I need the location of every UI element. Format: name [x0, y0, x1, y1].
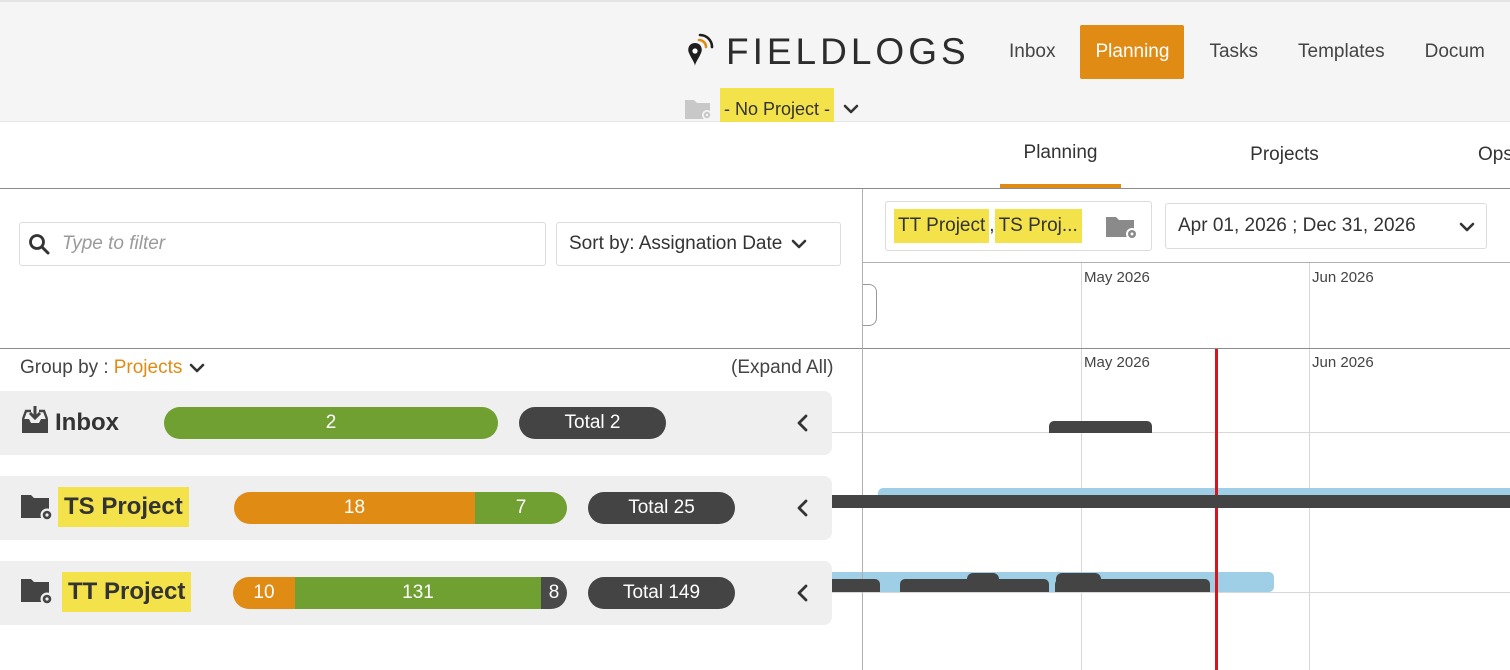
status-bar: 2 — [164, 407, 498, 439]
gantt-task-bar[interactable] — [967, 573, 999, 583]
nav-planning[interactable]: Planning — [1080, 25, 1185, 79]
chip-separator: , — [989, 215, 995, 236]
gantt-bar-ts-project-dark[interactable] — [832, 495, 1510, 508]
fieldlogs-logo[interactable]: FIELDLOGS — [686, 32, 970, 72]
chevron-down-icon — [792, 239, 807, 249]
bar-segment-orange: 10 — [233, 577, 295, 609]
month-gridline — [1081, 349, 1082, 670]
timeline-header: May 2026 Jun 2026 — [863, 262, 1510, 349]
sort-dropdown[interactable]: Sort by: Assignation Date — [556, 222, 841, 266]
month-gridline — [1309, 349, 1310, 670]
month-gridline — [1081, 263, 1082, 349]
group-title: TS Project — [58, 487, 189, 527]
group-title: Inbox — [55, 409, 119, 436]
divider — [0, 348, 862, 349]
sort-label: Sort by: Assignation Date — [569, 233, 783, 254]
bar-segment-green: 7 — [475, 492, 567, 524]
date-range-value: Apr 01, 2026 ; Dec 31, 2026 — [1178, 215, 1416, 236]
tab-planning[interactable]: Planning — [1000, 122, 1121, 188]
folder-gear-icon — [21, 495, 54, 522]
row-gridline — [863, 592, 1510, 593]
timeline-panel: TT Project , TS Proj... Apr 01, 2026 ; D… — [862, 189, 1510, 670]
bar-segment-orange: 18 — [234, 492, 475, 524]
location-signal-icon — [688, 33, 714, 66]
chevron-left-icon[interactable] — [794, 413, 812, 433]
month-label: Jun 2026 — [1312, 269, 1374, 286]
month-gridline — [1309, 263, 1310, 349]
chevron-down-icon — [190, 363, 205, 373]
chevron-down-icon — [1459, 222, 1475, 232]
group-by-value: Projects — [113, 357, 183, 378]
group-by-control[interactable]: Group by : Projects — [20, 357, 206, 379]
nav-documents[interactable]: Docum — [1424, 41, 1485, 62]
expand-all-link[interactable]: (Expand All) — [731, 357, 834, 378]
bar-segment-dark: 8 — [541, 577, 567, 609]
total-badge: Total 149 — [588, 577, 735, 609]
month-label: Jun 2026 — [1312, 354, 1374, 371]
top-header: FIELDLOGS Inbox Planning Tasks Templates… — [0, 0, 1510, 130]
chevron-left-icon[interactable] — [794, 498, 812, 518]
row-gridline — [832, 432, 862, 433]
chevron-down-icon — [843, 104, 859, 114]
divider — [863, 348, 1510, 349]
bar-segment-green: 2 — [164, 407, 498, 439]
status-bar: 10 131 8 — [233, 577, 567, 609]
project-chip: TT Project — [894, 209, 990, 243]
folder-gear-icon — [685, 100, 712, 120]
group-row-tt-project[interactable]: TT Project 10 131 8 Total 149 — [0, 561, 832, 625]
gantt-task-bar[interactable] — [832, 579, 880, 592]
search-icon — [29, 234, 50, 255]
sub-nav: Planning Projects Ops — [0, 122, 1510, 189]
chevron-left-icon[interactable] — [794, 583, 812, 603]
folder-gear-icon — [1106, 217, 1138, 240]
filter-input[interactable] — [62, 233, 522, 255]
project-chip: TS Proj... — [994, 209, 1082, 243]
timeline-scroll-handle[interactable] — [863, 284, 877, 326]
nav-tasks[interactable]: Tasks — [1209, 41, 1259, 62]
tab-ops[interactable]: Ops — [1478, 144, 1510, 165]
filter-box — [19, 222, 546, 266]
logo-text: FIELDLOGS — [726, 31, 970, 72]
row-gridline — [832, 592, 862, 593]
date-range-picker[interactable]: Apr 01, 2026 ; Dec 31, 2026 — [1165, 203, 1487, 249]
today-line — [1215, 349, 1218, 670]
month-label: May 2026 — [1084, 269, 1150, 286]
project-filter[interactable]: TT Project , TS Proj... — [885, 201, 1152, 251]
nav-inbox[interactable]: Inbox — [1009, 41, 1056, 62]
group-row-ts-project[interactable]: TS Project 18 7 Total 25 — [0, 476, 832, 540]
total-badge: Total 25 — [588, 492, 735, 524]
inbox-tray-icon — [21, 406, 49, 433]
main-nav: Inbox Planning Tasks Templates Docum — [996, 25, 1498, 79]
bar-segment-green: 131 — [295, 577, 541, 609]
nav-templates[interactable]: Templates — [1298, 41, 1385, 62]
gantt-task-bar[interactable] — [900, 579, 1049, 592]
tab-projects[interactable]: Projects — [1250, 144, 1319, 165]
gantt-task-bar[interactable] — [1056, 573, 1101, 583]
group-row-inbox[interactable]: Inbox 2 Total 2 — [0, 391, 832, 455]
gantt-bar-inbox[interactable] — [1049, 421, 1152, 433]
status-bar: 18 7 — [234, 492, 567, 524]
row-gridline — [863, 432, 1510, 433]
group-by-label: Group by : — [20, 357, 109, 378]
group-title: TT Project — [62, 572, 192, 612]
task-groups-panel: Sort by: Assignation Date Group by : Pro… — [0, 189, 862, 670]
folder-gear-icon — [21, 579, 54, 606]
total-badge: Total 2 — [519, 407, 666, 439]
month-label: May 2026 — [1084, 354, 1150, 371]
